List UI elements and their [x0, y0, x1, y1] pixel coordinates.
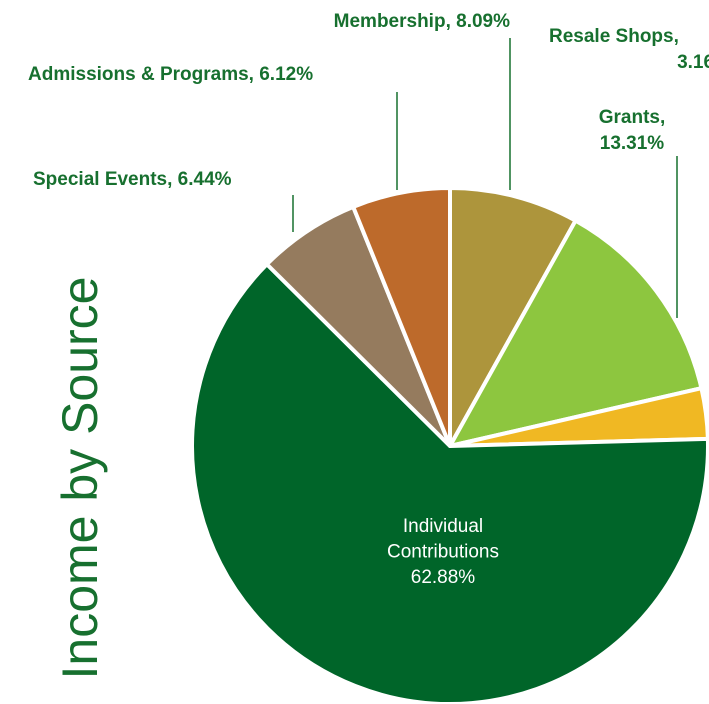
data-label: 3.16% [677, 52, 709, 73]
pie-slice [190, 262, 709, 704]
data-label: Special Events, 6.44% [33, 169, 232, 190]
data-label: Contributions [387, 542, 499, 563]
data-label: Individual [403, 516, 483, 537]
data-label: Admissions & Programs, 6.12% [28, 64, 313, 85]
data-label: Grants, [599, 107, 666, 128]
pie-slice [351, 186, 452, 448]
pie-slice [448, 218, 704, 448]
chart-title: Income by Source [52, 277, 108, 680]
data-label: 13.31% [600, 133, 665, 154]
data-label: 62.88% [411, 567, 476, 588]
data-label: Resale Shops, [549, 26, 679, 47]
data-label: Membership, 8.09% [334, 11, 510, 32]
pie-slice [448, 186, 578, 448]
